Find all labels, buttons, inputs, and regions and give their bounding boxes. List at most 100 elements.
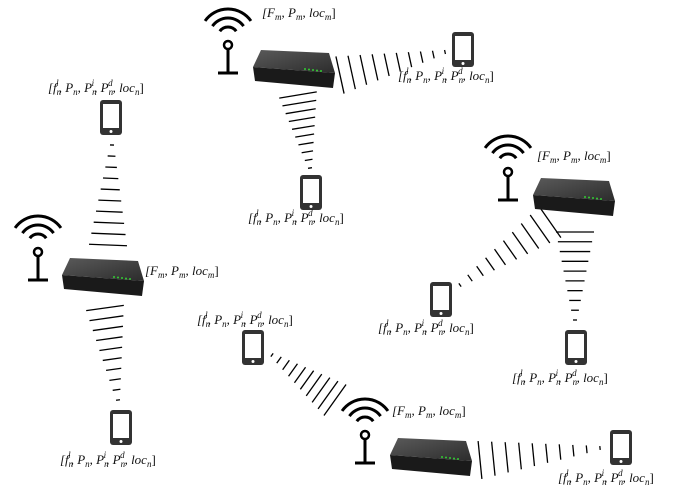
signal-stroke <box>301 150 314 154</box>
signal-stroke <box>86 304 124 312</box>
router-led <box>129 278 131 280</box>
signal-stroke <box>291 124 315 130</box>
router-icon <box>390 438 472 476</box>
router-led <box>312 69 314 71</box>
phone-screen <box>455 36 471 60</box>
signal-stroke <box>485 257 495 271</box>
signal-stroke <box>93 221 125 225</box>
phone-icon <box>100 100 122 135</box>
signal-stroke <box>285 108 316 115</box>
node-label: [Fm, Pm, locm] <box>392 403 466 420</box>
node-label: [Fm, Pm, locm] <box>262 5 336 22</box>
signal-link <box>458 206 562 288</box>
signal-stroke <box>419 51 424 63</box>
signal-stroke <box>282 359 290 371</box>
phone-button <box>119 440 123 443</box>
signal-stroke <box>305 373 323 397</box>
router-led <box>457 458 459 460</box>
signal-stroke <box>476 265 484 277</box>
router-led <box>125 277 127 280</box>
signal-stroke <box>431 50 435 59</box>
phone-button <box>461 62 465 65</box>
signal-stroke <box>92 325 124 332</box>
signal-stroke <box>493 248 507 266</box>
wifi-arc <box>21 223 55 235</box>
phone-screen <box>433 286 449 310</box>
router-led <box>584 196 586 198</box>
phone-icon <box>300 175 322 210</box>
router-led <box>320 70 322 72</box>
phone-icon <box>610 430 632 465</box>
node-label: [fnl, Pn, Pni, Pnd, locn] <box>378 318 474 337</box>
router-icon <box>253 50 335 88</box>
phone-button <box>309 205 313 208</box>
router-front <box>62 275 144 296</box>
wifi-arc <box>348 406 382 418</box>
signal-stroke <box>95 210 123 213</box>
signal-stroke <box>307 167 313 169</box>
router-led <box>449 457 451 459</box>
router-led <box>592 197 594 199</box>
wifi-arc <box>498 152 518 160</box>
wifi-arc <box>13 214 63 229</box>
router-led <box>316 69 318 72</box>
signal-stroke <box>323 384 347 416</box>
phone-icon <box>430 282 452 317</box>
phone-button <box>574 360 578 363</box>
signal-stroke <box>295 133 315 138</box>
wifi-arc <box>355 415 375 423</box>
signal-stroke <box>520 223 540 249</box>
signal-stroke <box>572 444 575 457</box>
signal-stroke <box>511 231 529 255</box>
phone-button <box>109 130 113 133</box>
phone-icon <box>452 32 474 67</box>
router-led <box>600 198 602 200</box>
router-led <box>588 196 590 199</box>
signal-stroke <box>477 441 483 479</box>
router-front <box>253 67 335 88</box>
signal-stroke <box>105 367 122 372</box>
signal-stroke <box>96 336 123 342</box>
router-icon <box>62 258 144 296</box>
signal-stroke <box>529 214 551 244</box>
node-label: [fnl, Pn, Pni, Pnd, locn] <box>512 368 608 387</box>
antenna-head <box>502 166 514 178</box>
signal-stroke <box>359 54 368 85</box>
signal-link <box>270 352 347 416</box>
phone-button <box>439 312 443 315</box>
node-label: [fnl, Pn, Pni, Pnd, locn] <box>197 310 293 329</box>
router-led <box>304 68 306 70</box>
router-led <box>121 277 123 279</box>
signal-link <box>335 49 447 94</box>
router-top <box>533 178 615 201</box>
antenna-icon <box>203 7 253 75</box>
node-label: [fnl, Pn, Pni, Pnd, locn] <box>60 450 156 469</box>
wifi-arc <box>203 7 253 22</box>
signal-stroke <box>88 243 128 247</box>
node-label: [fnl, Pn, Pni, Pnd, locn] <box>48 78 144 97</box>
signal-stroke <box>467 274 473 282</box>
router-led <box>117 276 119 279</box>
signal-stroke <box>298 141 314 146</box>
antenna-head <box>222 39 234 51</box>
signal-stroke <box>293 366 307 384</box>
phone-screen <box>103 104 119 128</box>
signal-stroke <box>304 158 313 162</box>
signal-link <box>477 441 601 479</box>
signal-link <box>556 231 594 321</box>
signal-stroke <box>458 282 462 288</box>
signal-stroke <box>91 232 126 236</box>
wifi-arc <box>483 134 533 149</box>
signal-stroke <box>282 99 317 107</box>
signal-stroke <box>102 177 119 180</box>
phone-icon <box>110 410 132 445</box>
signal-stroke <box>98 199 122 202</box>
signal-stroke <box>443 49 447 55</box>
antenna-icon <box>340 397 390 465</box>
router-top <box>62 258 144 281</box>
signal-stroke <box>109 378 121 382</box>
signal-stroke <box>502 240 518 260</box>
phone-button <box>619 460 623 463</box>
node-label: [fnl, Pn, Pni, Pnd, locn] <box>248 208 344 227</box>
antenna-head <box>32 246 44 258</box>
